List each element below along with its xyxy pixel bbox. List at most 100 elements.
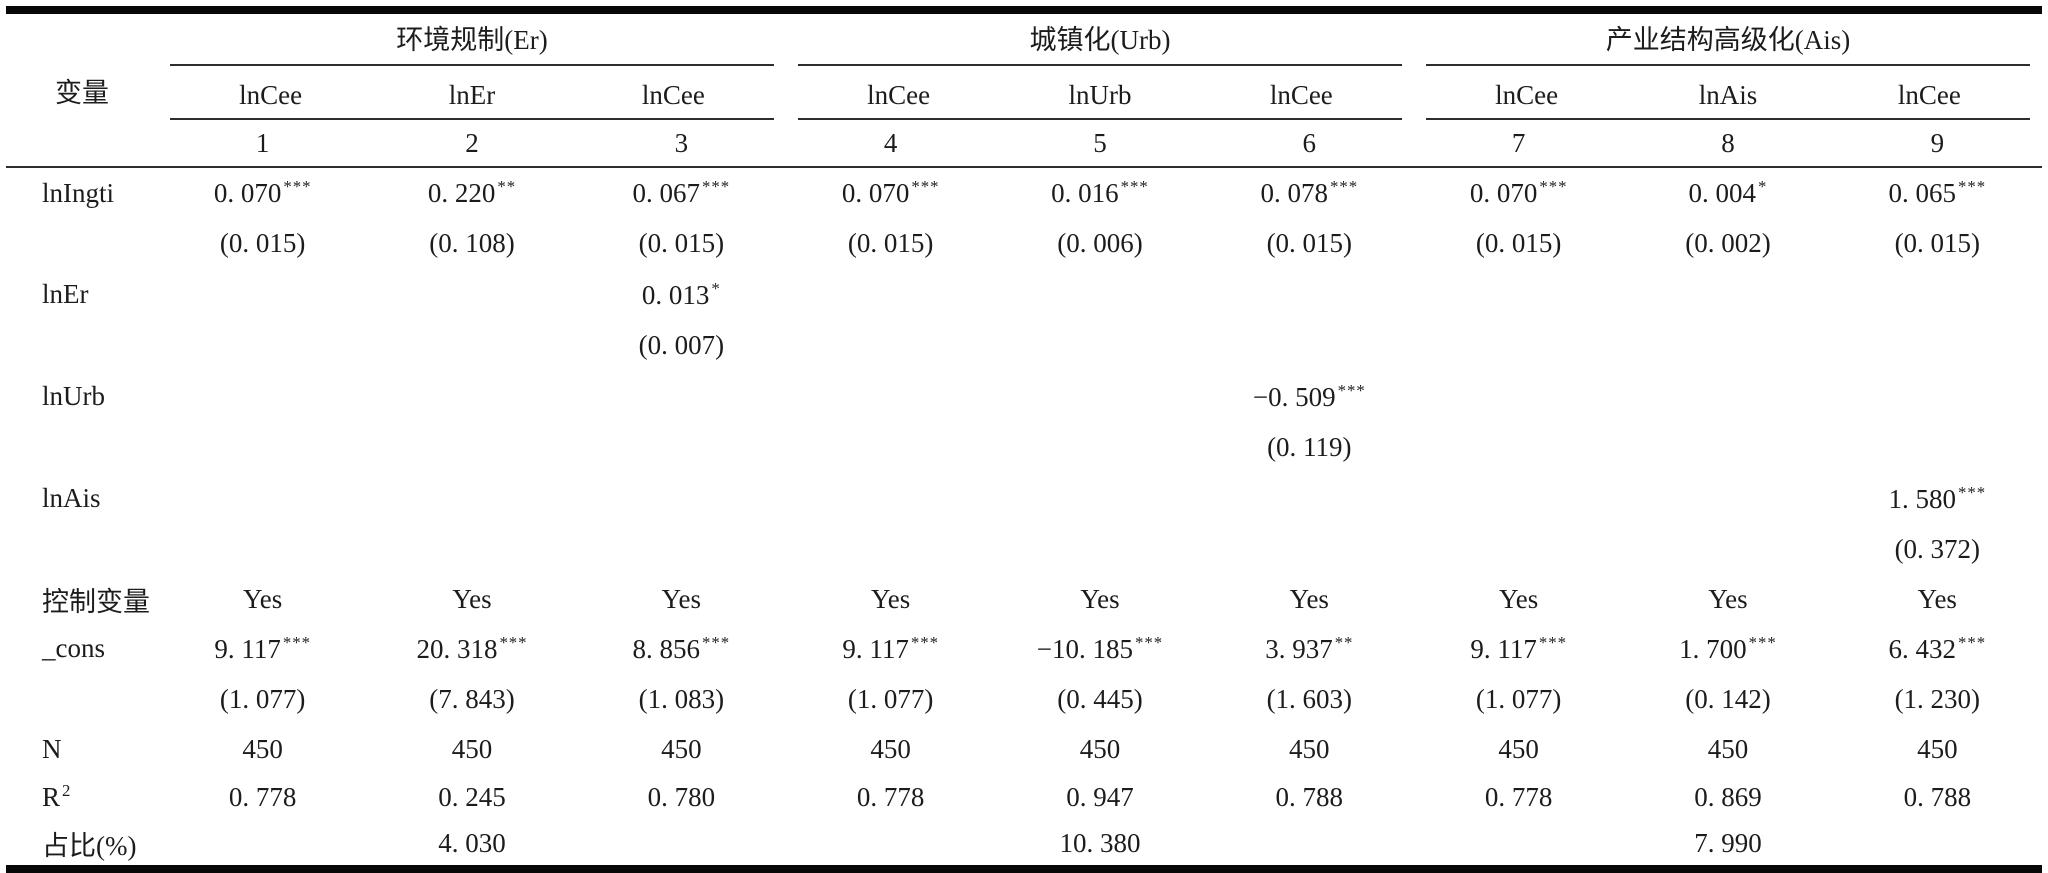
table-cell xyxy=(1414,371,1623,422)
se-cell xyxy=(1623,422,1832,473)
table-cell: Yes xyxy=(577,575,786,623)
se-cell xyxy=(786,320,995,371)
se-cell: (7. 843) xyxy=(367,674,576,725)
significance-stars: * xyxy=(1758,177,1768,196)
group-header-urb-label: 城镇化(Urb) xyxy=(797,18,1402,66)
table-cell xyxy=(158,371,367,422)
cell-value: 0. 065 xyxy=(1888,178,1957,208)
table-cell: Yes xyxy=(1623,575,1832,623)
table-cell: 0. 778 xyxy=(158,773,367,821)
significance-stars: *** xyxy=(911,177,940,196)
significance-stars: *** xyxy=(910,632,939,652)
se-cell: (0. 015) xyxy=(577,218,786,269)
cell-value: −0. 509 xyxy=(1252,381,1336,412)
table-cell: 9. 117 *** xyxy=(786,623,995,674)
significance-stars: *** xyxy=(1958,482,1987,502)
group-header-urb: 城镇化(Urb) xyxy=(786,10,1414,66)
cell-value: 0. 004 xyxy=(1688,178,1757,208)
significance-stars: *** xyxy=(282,632,311,652)
row-label: lnUrb xyxy=(6,371,158,422)
table-row: lnIngti 0. 070 *** 0. 220 ** 0. 067 *** 0. 070 *… xyxy=(6,167,2042,218)
model-number: 9 xyxy=(1832,120,2042,168)
table-cell: 4. 030 xyxy=(367,821,576,869)
se-cell: (0. 002) xyxy=(1623,218,1832,269)
model-number: 5 xyxy=(995,120,1205,168)
model-number: 7 xyxy=(1413,120,1624,168)
cell-value: 9. 117 xyxy=(842,633,909,664)
row-label: N xyxy=(6,725,158,773)
row-label-text: lnUrb xyxy=(42,381,105,411)
row-label-superscript: 2 xyxy=(62,781,72,800)
cell-value: (7. 843) xyxy=(429,684,515,714)
table-cell xyxy=(577,821,786,869)
table-cell: −0. 509 *** xyxy=(1205,371,1414,422)
table-cell xyxy=(1205,821,1414,869)
row-label-text: lnEr xyxy=(42,279,89,309)
cell-value: (1. 083) xyxy=(638,684,725,714)
table-header: 变量 环境规制(Er) 城镇化(Urb) 产业结构高级化(Ais) lnCee … xyxy=(6,10,2042,168)
se-cell: (1. 077) xyxy=(158,674,367,725)
group-header-ais-label: 产业结构高级化(Ais) xyxy=(1425,18,2030,66)
table-row: (0. 119) xyxy=(6,422,2042,473)
model-number: 6 xyxy=(1204,120,1414,168)
table-cell xyxy=(1414,269,1623,320)
se-cell xyxy=(1623,524,1832,575)
cell-value: 4. 030 xyxy=(438,827,506,858)
table-cell: 0. 788 xyxy=(1205,773,1414,821)
se-cell xyxy=(367,422,576,473)
cell-value: 0. 947 xyxy=(1066,781,1134,812)
row-label xyxy=(6,674,158,725)
table-cell: 0. 788 xyxy=(1833,773,2042,821)
se-cell: (0. 015) xyxy=(1414,218,1623,269)
row-label: lnAis xyxy=(6,473,158,524)
se-cell xyxy=(995,422,1204,473)
table-cell: 450 xyxy=(1414,725,1623,773)
table-cell xyxy=(158,473,367,524)
table-row: N 450 450 450 450 450 450 450 450 450 xyxy=(6,725,2042,773)
se-cell xyxy=(158,524,367,575)
se-cell xyxy=(1623,320,1832,371)
se-cell: (0. 119) xyxy=(1205,422,1414,473)
depvar-label: lnAis xyxy=(1698,80,1758,110)
table-cell: −10. 185 *** xyxy=(995,623,1204,674)
table-cell: 0. 013 * xyxy=(577,269,786,320)
cell-value: Yes xyxy=(1917,583,1957,614)
table-row: R 2 0. 778 0. 245 0. 780 0. 778 0. 947 0. 788 0.… xyxy=(6,773,2042,821)
table-cell: Yes xyxy=(995,575,1204,623)
model-number: 2 xyxy=(367,120,577,168)
table-cell: 0. 078 *** xyxy=(1205,167,1414,218)
se-cell: (0. 445) xyxy=(995,674,1204,725)
cell-value: 3. 937 xyxy=(1265,633,1333,664)
row-label-text: lnIngti xyxy=(42,177,114,208)
table-cell: 0. 780 xyxy=(577,773,786,821)
cell-value: 9. 117 xyxy=(1470,633,1537,664)
stub-header-label: 变量 xyxy=(55,77,109,108)
table-cell xyxy=(367,269,576,320)
table-cell: 450 xyxy=(995,725,1204,773)
cell-value: 0. 067 xyxy=(632,178,701,208)
se-cell: (0. 007) xyxy=(577,320,786,371)
table-row: _cons 9. 117 *** 20. 318 *** 8. 856 *** 9. 117 *… xyxy=(6,623,2042,674)
row-label: 控制变量 xyxy=(6,575,158,623)
group-header-ais: 产业结构高级化(Ais) xyxy=(1414,10,2042,66)
cell-value: 1. 580 xyxy=(1888,483,1957,514)
cell-value: 0. 070 xyxy=(1469,178,1538,208)
cell-value: (0. 015) xyxy=(1266,228,1353,258)
cell-value: 450 xyxy=(1079,733,1121,764)
cell-value: 0. 245 xyxy=(438,781,506,812)
cell-value: 6. 432 xyxy=(1888,633,1957,664)
table-row: (0. 015) (0. 108) (0. 015) (0. 015) (0. 006)… xyxy=(6,218,2042,269)
table-cell: 0. 070 *** xyxy=(786,167,995,218)
table-cell: 1. 580 *** xyxy=(1833,473,2042,524)
table-cell: Yes xyxy=(786,575,995,623)
se-cell xyxy=(158,320,367,371)
table-cell: 3. 937 ** xyxy=(1205,623,1414,674)
significance-stars: *** xyxy=(1135,632,1164,652)
table-cell: 0. 067 *** xyxy=(577,167,786,218)
cell-value: (1. 230) xyxy=(1894,684,1981,714)
table-cell: 450 xyxy=(158,725,367,773)
table-row: lnUrb −0. 509 *** xyxy=(6,371,2042,422)
cell-value: Yes xyxy=(661,583,701,614)
table-cell: 9. 117 *** xyxy=(1414,623,1623,674)
